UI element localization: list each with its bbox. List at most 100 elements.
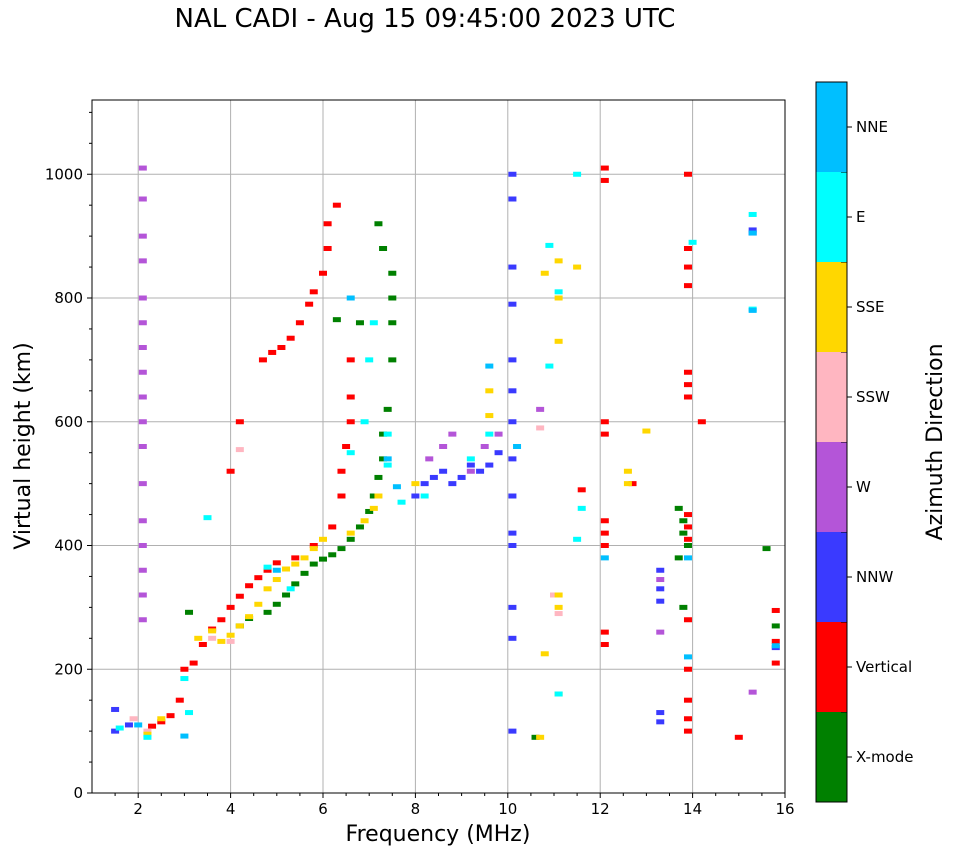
data-point bbox=[124, 722, 133, 728]
data-point bbox=[771, 623, 780, 629]
data-point bbox=[180, 733, 189, 739]
data-point bbox=[245, 614, 254, 620]
data-point bbox=[628, 481, 637, 487]
data-point bbox=[508, 456, 517, 462]
data-point bbox=[688, 239, 697, 245]
colorbar-band bbox=[816, 442, 847, 532]
data-point bbox=[683, 283, 692, 289]
data-point bbox=[138, 233, 147, 239]
x-tick-label: 2 bbox=[133, 800, 143, 818]
data-point bbox=[656, 577, 665, 583]
data-point bbox=[485, 363, 494, 369]
data-point bbox=[679, 604, 688, 610]
y-tick-label: 200 bbox=[54, 660, 83, 678]
data-point bbox=[600, 530, 609, 536]
data-point bbox=[143, 731, 152, 737]
data-point bbox=[771, 607, 780, 613]
colorbar-tick-label: SSE bbox=[856, 298, 885, 316]
data-point bbox=[282, 566, 291, 572]
data-point bbox=[508, 196, 517, 202]
data-point bbox=[217, 638, 226, 644]
data-point bbox=[623, 481, 632, 487]
colorbar-tick-label: NNW bbox=[856, 568, 893, 586]
data-point bbox=[485, 431, 494, 437]
data-point bbox=[360, 518, 369, 524]
data-point bbox=[346, 536, 355, 542]
data-point bbox=[180, 676, 189, 682]
data-point bbox=[683, 382, 692, 388]
data-point bbox=[138, 592, 147, 598]
data-point bbox=[485, 388, 494, 394]
data-point bbox=[554, 611, 563, 617]
data-point bbox=[600, 419, 609, 425]
data-point bbox=[466, 462, 475, 468]
colorbar-tick-label: W bbox=[856, 478, 871, 496]
data-point bbox=[383, 462, 392, 468]
data-point bbox=[697, 419, 706, 425]
data-point bbox=[683, 555, 692, 561]
data-point bbox=[600, 642, 609, 647]
data-point bbox=[235, 419, 244, 425]
data-point bbox=[466, 468, 475, 474]
y-tick-label: 800 bbox=[54, 289, 83, 307]
plot-frame bbox=[91, 99, 786, 794]
data-point bbox=[485, 462, 494, 468]
x-tick-label: 10 bbox=[498, 800, 517, 818]
data-point bbox=[185, 609, 194, 615]
data-point bbox=[138, 369, 147, 375]
data-point bbox=[254, 601, 263, 607]
data-point bbox=[674, 555, 683, 561]
data-point bbox=[683, 543, 692, 548]
data-point bbox=[254, 575, 263, 581]
data-point bbox=[309, 289, 318, 295]
data-point bbox=[138, 196, 147, 202]
data-point bbox=[369, 493, 378, 499]
data-point bbox=[683, 264, 692, 270]
data-point bbox=[355, 320, 364, 326]
data-point bbox=[300, 570, 309, 576]
data-point bbox=[138, 617, 147, 623]
data-point bbox=[328, 524, 337, 530]
y-axis-label: Virtual height (km) bbox=[11, 342, 36, 549]
x-tick-label: 14 bbox=[683, 800, 702, 818]
data-point bbox=[457, 474, 466, 480]
data-point bbox=[683, 171, 692, 177]
data-point bbox=[383, 456, 392, 462]
grid-lines bbox=[92, 100, 785, 793]
data-point bbox=[323, 221, 332, 227]
data-point bbox=[208, 635, 217, 641]
data-point bbox=[346, 357, 355, 363]
data-point bbox=[258, 357, 267, 363]
data-point bbox=[683, 536, 692, 542]
data-point bbox=[554, 604, 563, 610]
data-point bbox=[374, 493, 383, 499]
y-tick-label: 0 bbox=[73, 784, 83, 802]
data-point bbox=[328, 552, 337, 558]
data-point bbox=[554, 258, 563, 264]
colorbar-label: Azimuth Direction bbox=[923, 343, 948, 540]
data-point bbox=[175, 697, 184, 703]
data-point bbox=[508, 419, 517, 425]
data-point bbox=[277, 345, 286, 350]
x-tick-label: 16 bbox=[775, 800, 794, 818]
data-point bbox=[683, 666, 692, 672]
data-point bbox=[494, 450, 503, 456]
colorbar-tick-label: X-mode bbox=[856, 748, 913, 766]
data-point bbox=[448, 431, 457, 437]
data-point bbox=[508, 543, 517, 548]
data-point bbox=[600, 165, 609, 171]
data-point bbox=[226, 604, 235, 610]
data-point bbox=[194, 635, 203, 641]
y-tick-label: 1000 bbox=[45, 165, 83, 183]
data-point bbox=[683, 512, 692, 518]
data-point bbox=[508, 493, 517, 499]
data-point bbox=[360, 419, 369, 425]
data-point bbox=[545, 242, 554, 248]
data-point bbox=[138, 481, 147, 487]
data-point bbox=[397, 499, 406, 505]
data-point bbox=[508, 264, 517, 270]
data-point bbox=[309, 543, 318, 548]
data-point bbox=[508, 604, 517, 610]
data-point bbox=[138, 320, 147, 326]
data-point bbox=[291, 561, 300, 567]
